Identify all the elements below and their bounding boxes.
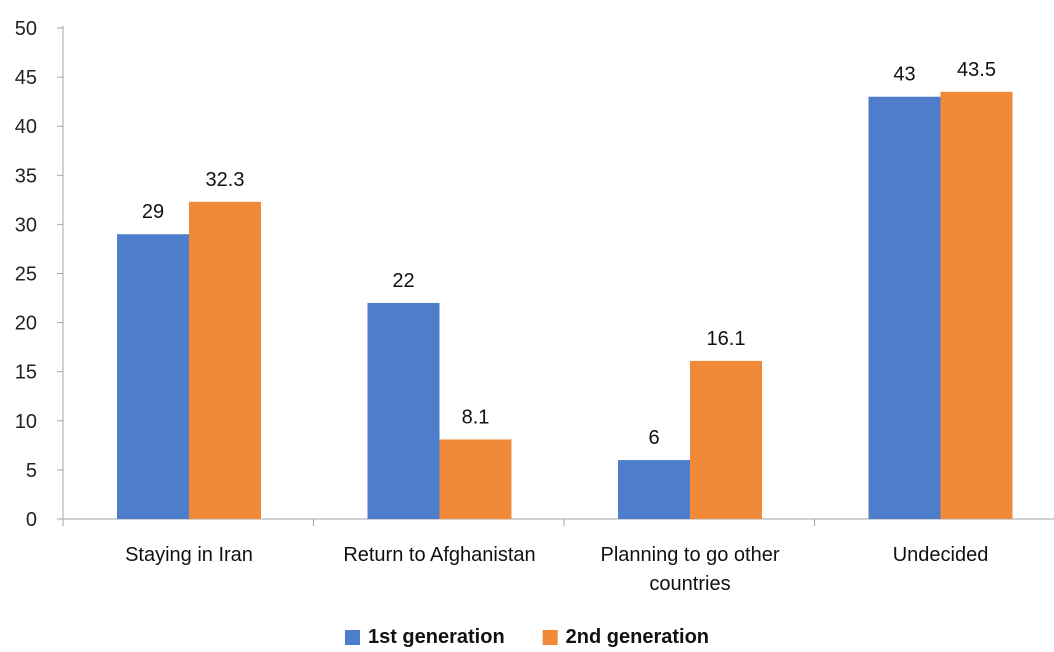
y-tick-label: 10: [15, 411, 37, 433]
bar-series-2: [189, 201, 261, 519]
data-label: 6: [648, 427, 659, 449]
y-tick-label: 30: [15, 214, 37, 236]
x-category-label: Undecided: [893, 544, 989, 566]
data-label: 43.5: [957, 59, 996, 81]
legend-label: 2nd generation: [566, 626, 709, 648]
bars: [117, 91, 1013, 520]
x-category-label: Return to Afghanistan: [343, 544, 535, 566]
data-label: 16.1: [707, 328, 746, 350]
y-tick-label: 45: [15, 67, 37, 89]
bar-series-1: [618, 460, 690, 519]
bar-series-1: [868, 96, 941, 520]
data-label: 32.3: [206, 169, 245, 191]
bar-series-1: [367, 302, 440, 519]
y-tick-label: 40: [15, 116, 37, 138]
data-labels: 29 22 6 43 32.3 8.1 16.1 43.5: [142, 59, 996, 449]
legend-swatch: [344, 630, 360, 645]
data-label: 22: [392, 270, 414, 292]
legend-label: 1st generation: [368, 626, 505, 648]
legend: 1st generation 2nd generation: [344, 626, 709, 648]
y-tick-label: 0: [26, 509, 37, 531]
y-tick-label: 35: [15, 165, 37, 187]
bar-series-2: [940, 91, 1013, 519]
y-axis: 0 5 10 15 20 25 30 35 40 45 50: [15, 18, 64, 531]
bar-series-1: [117, 234, 189, 519]
y-tick-label: 15: [15, 362, 37, 384]
data-label: 43: [893, 64, 915, 86]
legend-swatch: [542, 630, 558, 645]
x-axis: Staying in Iran Return to Afghanistan Plan…: [62, 518, 1054, 595]
x-category-label: Staying in Iran: [125, 544, 253, 566]
data-label: 8.1: [462, 406, 490, 428]
y-tick-label: 25: [15, 264, 37, 286]
y-tick-label: 5: [26, 460, 37, 482]
y-tick-label: 50: [15, 18, 37, 40]
x-category-label: Planning to go other: [600, 544, 779, 566]
bar-series-2: [439, 439, 512, 519]
data-label: 29: [142, 201, 164, 223]
y-tick-label: 20: [15, 313, 37, 335]
x-category-label: countries: [649, 573, 730, 595]
bar-series-2: [690, 360, 762, 519]
